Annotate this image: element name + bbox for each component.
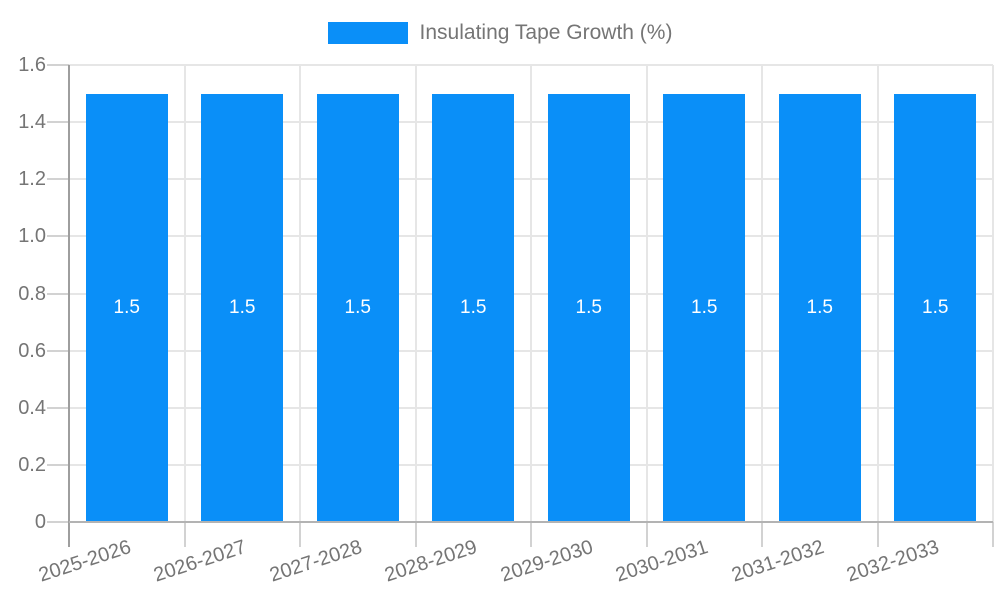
bar-value-label: 1.5 bbox=[691, 296, 718, 318]
x-gridline bbox=[876, 65, 879, 522]
bar bbox=[894, 93, 977, 521]
y-tick bbox=[47, 521, 69, 523]
x-tick bbox=[645, 522, 648, 547]
y-tick bbox=[47, 349, 69, 352]
x-tick bbox=[414, 522, 417, 547]
x-gridline bbox=[414, 65, 417, 522]
x-tick bbox=[68, 522, 70, 547]
y-tick bbox=[47, 292, 69, 295]
x-gridline bbox=[530, 65, 532, 522]
bar-value-label: 1.5 bbox=[229, 296, 256, 318]
y-axis-label: 0.6 bbox=[18, 339, 46, 362]
legend-swatch bbox=[327, 22, 408, 44]
x-gridline bbox=[645, 65, 648, 522]
y-tick bbox=[47, 64, 69, 66]
y-tick bbox=[47, 178, 69, 181]
bar-value-label: 1.5 bbox=[922, 296, 949, 318]
y-tick bbox=[47, 406, 69, 409]
x-tick bbox=[530, 522, 532, 547]
bar-value-label: 1.5 bbox=[113, 296, 140, 318]
bar bbox=[201, 93, 284, 521]
y-axis-label: 0.8 bbox=[18, 282, 46, 305]
y-axis-label: 0.2 bbox=[18, 453, 46, 476]
x-gridline bbox=[761, 65, 763, 522]
y-axis-label: 1.0 bbox=[18, 225, 46, 248]
bar-value-label: 1.5 bbox=[460, 296, 487, 318]
x-tick bbox=[761, 522, 763, 547]
y-tick bbox=[47, 235, 69, 238]
bar-value-label: 1.5 bbox=[344, 296, 371, 318]
x-gridline bbox=[992, 65, 994, 522]
bar-value-label: 1.5 bbox=[575, 296, 602, 318]
x-tick bbox=[876, 522, 879, 547]
x-axis-line bbox=[69, 521, 993, 523]
x-tick bbox=[299, 522, 301, 547]
y-tick bbox=[47, 463, 69, 466]
legend: Insulating Tape Growth (%) bbox=[0, 21, 1000, 45]
bar bbox=[663, 93, 746, 521]
bar bbox=[316, 93, 399, 521]
y-axis-label: 0 bbox=[34, 511, 46, 533]
y-axis-label: 0.4 bbox=[18, 396, 46, 419]
bar bbox=[85, 93, 168, 521]
legend-label: Insulating Tape Growth (%) bbox=[419, 21, 673, 44]
bar bbox=[778, 93, 861, 521]
x-gridline bbox=[299, 65, 301, 522]
x-gridline bbox=[183, 65, 186, 522]
bar-value-label: 1.5 bbox=[806, 296, 833, 318]
x-tick bbox=[183, 522, 186, 547]
y-axis-label: 1.2 bbox=[18, 168, 46, 191]
y-axis-line bbox=[68, 65, 70, 524]
x-tick bbox=[992, 522, 994, 547]
bar bbox=[432, 93, 515, 521]
y-tick bbox=[47, 121, 69, 124]
y-axis-label: 1.6 bbox=[18, 54, 46, 76]
y-axis-label: 1.4 bbox=[18, 111, 46, 134]
bar bbox=[547, 93, 630, 521]
